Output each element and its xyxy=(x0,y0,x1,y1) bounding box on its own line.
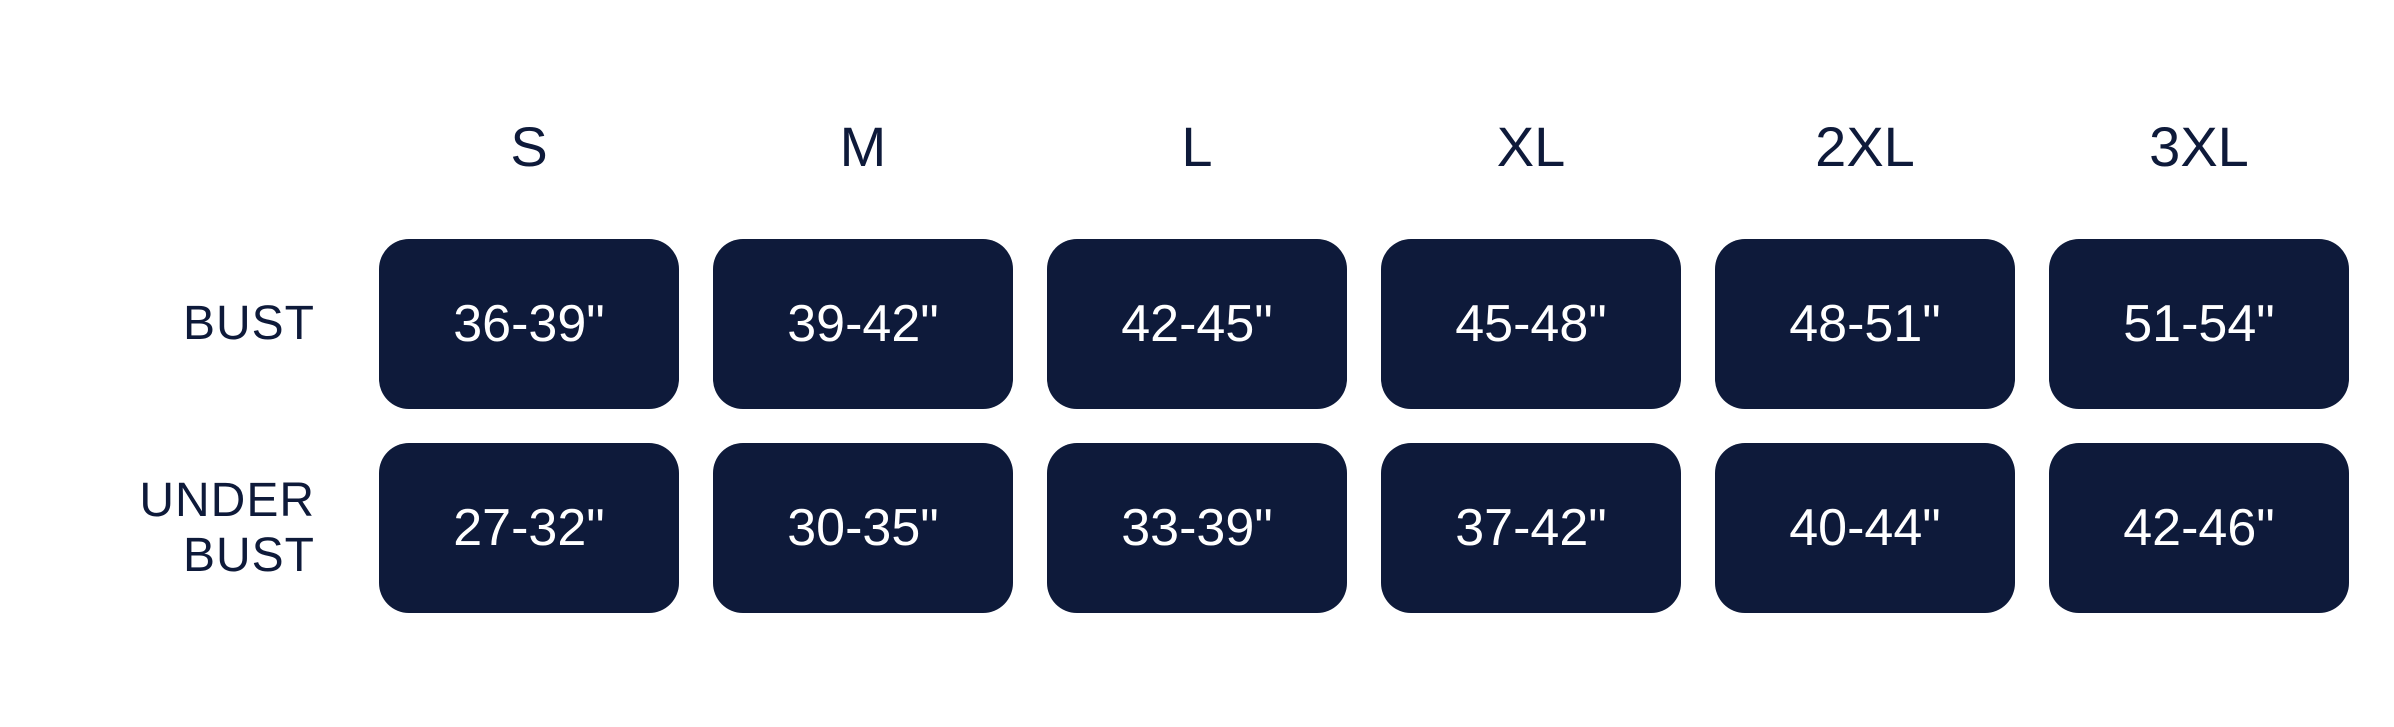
size-cell: 33-39" xyxy=(1047,443,1347,613)
size-cell: 36-39" xyxy=(379,239,679,409)
size-cell: 39-42" xyxy=(713,239,1013,409)
size-cell: 45-48" xyxy=(1381,239,1681,409)
size-cell: 42-45" xyxy=(1047,239,1347,409)
row-label: UNDERBUST xyxy=(45,473,345,583)
size-header: M xyxy=(713,114,1013,205)
size-cell: 37-42" xyxy=(1381,443,1681,613)
size-header: S xyxy=(379,114,679,205)
size-header: 3XL xyxy=(2049,114,2349,205)
size-cell: 27-32" xyxy=(379,443,679,613)
size-chart-table: SMLXL2XL3XLBUST36-39"39-42"42-45"45-48"4… xyxy=(45,114,2349,613)
row-label-line: BUST xyxy=(45,296,315,351)
size-cell: 30-35" xyxy=(713,443,1013,613)
size-cell: 51-54" xyxy=(2049,239,2349,409)
size-cell: 40-44" xyxy=(1715,443,2015,613)
size-cell: 48-51" xyxy=(1715,239,2015,409)
row-label: BUST xyxy=(45,296,345,351)
size-header: 2XL xyxy=(1715,114,2015,205)
size-header: L xyxy=(1047,114,1347,205)
size-header: XL xyxy=(1381,114,1681,205)
row-label-line: BUST xyxy=(45,528,315,583)
row-label-line: UNDER xyxy=(45,473,315,528)
size-cell: 42-46" xyxy=(2049,443,2349,613)
